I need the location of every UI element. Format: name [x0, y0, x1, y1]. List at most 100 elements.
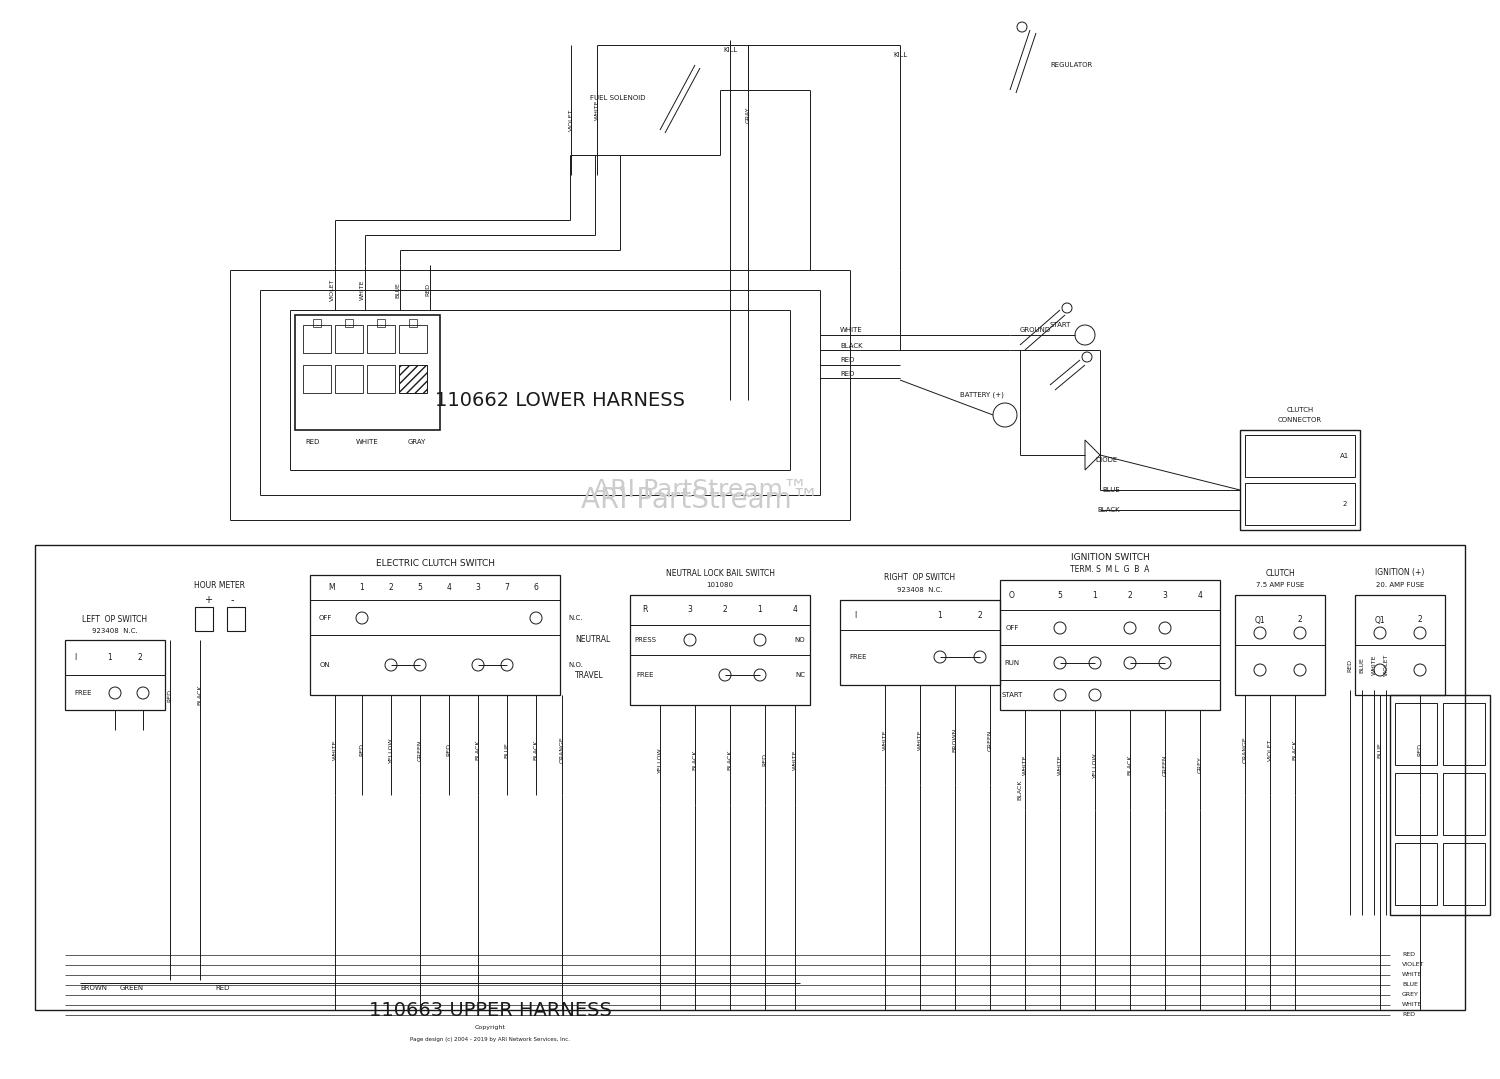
Bar	[376, 319, 386, 327]
Text: 1: 1	[758, 605, 762, 615]
Text: TERM. S  M L  G  B  A: TERM. S M L G B A	[1071, 565, 1149, 574]
Text: 923408  N.C.: 923408 N.C.	[897, 587, 944, 593]
Text: OFF: OFF	[318, 615, 332, 622]
Text: RED: RED	[447, 743, 452, 756]
Text: A1: A1	[1341, 453, 1350, 459]
Text: KILL: KILL	[892, 52, 908, 58]
Bar	[34, 545, 1466, 1010]
Text: GREY: GREY	[1197, 756, 1203, 774]
Text: WHITE: WHITE	[1371, 655, 1377, 675]
Text: YELLOW: YELLOW	[388, 737, 393, 763]
Text: BLACK: BLACK	[1017, 780, 1023, 801]
Text: RED: RED	[1402, 953, 1414, 957]
Text: BLUE: BLUE	[1102, 487, 1120, 493]
Bar	[1240, 431, 1360, 530]
Text: Q1: Q1	[1374, 615, 1386, 625]
Text: NC: NC	[795, 672, 806, 678]
Text: FREE: FREE	[849, 654, 867, 660]
Text: BLACK: BLACK	[1293, 740, 1298, 761]
Text: 110662 LOWER HARNESS: 110662 LOWER HARNESS	[435, 391, 686, 410]
Text: YELLOW: YELLOW	[1092, 752, 1098, 778]
Bar	[840, 600, 1001, 685]
Text: ORANGE: ORANGE	[560, 737, 564, 763]
Bar	[334, 365, 363, 393]
Text: 2: 2	[388, 584, 393, 592]
Text: NO: NO	[795, 637, 806, 643]
Text: BLACK: BLACK	[1128, 754, 1132, 775]
Text: GRAY: GRAY	[746, 107, 750, 123]
Bar	[314, 319, 321, 327]
Text: WHITE: WHITE	[840, 327, 862, 333]
Text: RED: RED	[762, 753, 768, 766]
Text: GREEN: GREEN	[417, 739, 423, 761]
Text: WHITE: WHITE	[1402, 1002, 1422, 1008]
Text: START: START	[1002, 692, 1023, 698]
Bar	[399, 365, 427, 393]
Text: BLACK: BLACK	[693, 750, 698, 770]
Bar	[1390, 695, 1490, 915]
Text: 2: 2	[1298, 615, 1302, 625]
Text: BROWN: BROWN	[952, 728, 957, 752]
Text: VIOLET: VIOLET	[568, 109, 573, 132]
Text: ON: ON	[320, 663, 330, 668]
Text: FREE: FREE	[74, 689, 92, 696]
Text: BATTERY (+): BATTERY (+)	[960, 392, 1004, 398]
Text: 1: 1	[938, 611, 942, 619]
Text: BLACK: BLACK	[840, 343, 862, 349]
Text: WHITE: WHITE	[1023, 754, 1028, 775]
Text: Q1: Q1	[1254, 615, 1266, 625]
Text: ORANGE: ORANGE	[1242, 737, 1248, 763]
Text: IGNITION (+): IGNITION (+)	[1376, 569, 1425, 577]
Text: BLACK: BLACK	[198, 685, 202, 706]
Text: RED: RED	[360, 743, 364, 756]
Bar	[303, 325, 332, 353]
Text: BLACK: BLACK	[476, 740, 480, 761]
Text: OFF: OFF	[1005, 625, 1019, 631]
Text: HOUR METER: HOUR METER	[195, 581, 246, 589]
Text: IGNITION SWITCH: IGNITION SWITCH	[1071, 554, 1149, 562]
Text: GROUND: GROUND	[1020, 327, 1052, 333]
Text: 3: 3	[476, 584, 480, 592]
Text: I: I	[74, 654, 76, 663]
Text: ARI PartStream™: ARI PartStream™	[592, 478, 807, 502]
Text: RED: RED	[424, 284, 430, 297]
Text: BLUE: BLUE	[504, 742, 510, 757]
Text: GREEN: GREEN	[1162, 754, 1167, 776]
Bar	[1245, 483, 1354, 525]
Text: RED: RED	[840, 357, 855, 363]
Text: ARI PartStream™: ARI PartStream™	[580, 486, 819, 514]
Text: 2: 2	[1342, 501, 1347, 507]
Text: I: I	[853, 611, 856, 619]
Text: 7: 7	[504, 584, 510, 592]
Text: 1: 1	[360, 584, 364, 592]
Text: O: O	[1010, 590, 1016, 600]
Text: +: +	[204, 595, 212, 605]
Text: VIOLET: VIOLET	[330, 278, 334, 301]
Text: WHITE: WHITE	[918, 729, 922, 750]
Text: NEUTRAL: NEUTRAL	[574, 636, 610, 644]
Text: BLUE: BLUE	[394, 282, 400, 298]
Bar	[1000, 581, 1219, 710]
Text: CLUTCH: CLUTCH	[1264, 569, 1294, 577]
Bar	[1245, 435, 1354, 477]
Text: BLACK: BLACK	[1098, 507, 1120, 513]
Text: 4: 4	[447, 584, 452, 592]
Text: RED: RED	[1402, 1012, 1414, 1017]
Bar	[1395, 843, 1437, 905]
Text: GREY: GREY	[1402, 993, 1419, 997]
Text: 1: 1	[1092, 590, 1098, 600]
Text: N.O.: N.O.	[568, 663, 584, 668]
Text: 4: 4	[1197, 590, 1203, 600]
Text: WHITE: WHITE	[1402, 972, 1422, 978]
Text: RED: RED	[306, 439, 320, 445]
Text: ELECTRIC CLUTCH SWITCH: ELECTRIC CLUTCH SWITCH	[375, 559, 495, 568]
Bar	[1354, 595, 1444, 695]
Bar	[630, 595, 810, 705]
Text: REGULATOR: REGULATOR	[1050, 62, 1092, 68]
Text: TRAVEL: TRAVEL	[574, 670, 603, 680]
Text: BLACK: BLACK	[728, 750, 732, 770]
Text: 4: 4	[792, 605, 798, 615]
Text: RIGHT  OP SWITCH: RIGHT OP SWITCH	[885, 574, 956, 583]
Text: GREEN: GREEN	[987, 729, 993, 751]
Bar	[368, 325, 394, 353]
